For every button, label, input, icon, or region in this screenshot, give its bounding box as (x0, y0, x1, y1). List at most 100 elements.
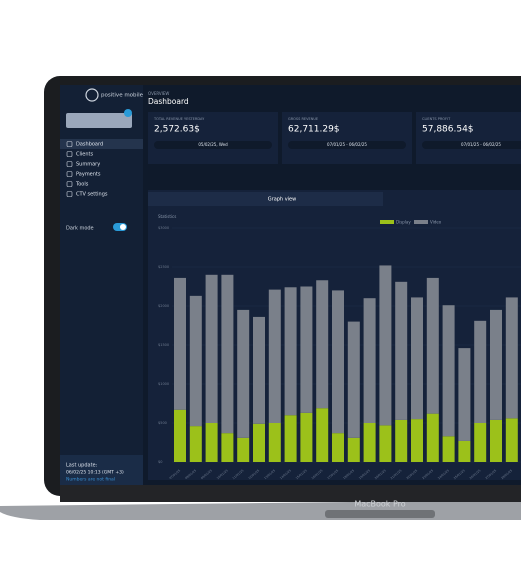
bar-segment (411, 297, 423, 420)
card-period: 05/02/25, Wed (198, 142, 228, 147)
card-label: CLIENTS PROFIT (422, 117, 451, 121)
card-period-bg (422, 141, 521, 149)
x-tick-label: 20/01/25 (374, 468, 387, 480)
nav-item[interactable]: CTV settings (76, 192, 108, 198)
bar-segment (284, 415, 297, 462)
y-tick-label: $1500 (158, 343, 169, 347)
card-period: 07/01/25 - 06/02/25 (327, 142, 367, 147)
x-tick-label: 08/01/25 (184, 468, 197, 480)
card-period-bg (288, 141, 406, 149)
y-tick-label: $2500 (158, 265, 169, 269)
bar-segment (426, 413, 439, 462)
laptop-notch (325, 510, 435, 518)
bar-segment (395, 419, 408, 462)
bar-segment (300, 412, 313, 462)
bar-segment (221, 433, 234, 462)
bar-segment (490, 419, 502, 462)
x-tick-label: 23/01/25 (421, 468, 434, 480)
card-value: 2,572.63$ (154, 125, 200, 135)
nav-item[interactable]: Clients (76, 152, 93, 158)
screen-chin (60, 485, 521, 502)
sidebar (60, 85, 143, 485)
card-period-bg (154, 141, 272, 149)
x-tick-label: 21/01/25 (390, 468, 403, 480)
x-tick-label: 27/01/25 (484, 468, 497, 480)
y-tick-label: $2000 (158, 304, 169, 308)
dark-mode-label: Dark mode (66, 226, 94, 232)
y-tick-label: $0 (158, 460, 162, 464)
nav-item[interactable]: Summary (76, 162, 100, 168)
bar-segment (174, 409, 186, 462)
nav-icon (66, 151, 73, 157)
x-tick-label: 28/01/25 (500, 468, 513, 480)
tab-label[interactable]: Graph view (268, 197, 296, 203)
bar-segment (174, 277, 186, 410)
bar-segment (442, 305, 455, 437)
nav-icon (66, 141, 73, 147)
x-tick-label: 07/01/25 (168, 468, 181, 480)
bar-segment (205, 423, 218, 462)
x-tick-label: 17/01/25 (326, 468, 339, 480)
card-value: 57,886.54$ (422, 125, 474, 135)
bar-segment (379, 425, 392, 462)
x-tick-label: 10/01/25 (216, 468, 229, 480)
bar-segment (442, 436, 455, 462)
overline: OVERVIEW (148, 91, 169, 96)
update-box (60, 455, 143, 485)
bar-segment (363, 298, 376, 423)
legend-label: Video (430, 220, 442, 225)
bar-segment (316, 408, 329, 462)
nav-item[interactable]: Tools (75, 182, 89, 188)
legend-swatch (414, 220, 428, 224)
nav-item[interactable]: Dashboard (76, 142, 103, 148)
nav-icon (66, 171, 73, 177)
tab-active[interactable] (148, 192, 383, 206)
bar-segment (474, 320, 487, 423)
last-update-time: 06/02/25 10:13 (GMT +3) (66, 470, 124, 476)
x-tick-label: 14/01/25 (279, 468, 292, 480)
bar-segment (379, 265, 392, 426)
y-tick-label: $500 (158, 421, 167, 425)
bar-segment (458, 348, 471, 441)
x-tick-label: 22/01/25 (405, 468, 418, 480)
nav-icon (66, 181, 73, 187)
x-tick-label: 18/01/25 (342, 468, 355, 480)
x-tick-label: 15/01/25 (295, 468, 308, 480)
card (148, 112, 278, 164)
chart-title: Statistics (158, 214, 176, 219)
card-period: 07/01/25 - 06/02/25 (461, 142, 501, 147)
nav-icon (66, 191, 73, 197)
bar-segment (505, 418, 518, 462)
active-item-bg (60, 139, 143, 149)
page-title: Dashboard (148, 97, 189, 106)
account-select[interactable] (66, 113, 132, 128)
legend-label: Display (396, 220, 411, 225)
x-tick-label: 25/01/25 (453, 468, 466, 480)
legend-swatch (380, 220, 394, 224)
y-tick-label: $3000 (158, 226, 169, 230)
bar-segment (458, 440, 471, 462)
card (282, 112, 412, 164)
nav-icon (66, 161, 73, 167)
bar-segment (363, 423, 376, 462)
bar-segment (189, 295, 202, 427)
x-tick-label: 24/01/25 (437, 468, 450, 480)
bar-segment (316, 280, 329, 409)
nav-item[interactable]: Payments (76, 172, 101, 178)
bar-segment (189, 426, 202, 462)
card-value: 62,711.29$ (288, 125, 340, 135)
x-tick-label: 16/01/25 (311, 468, 324, 480)
bar-segment (268, 423, 281, 462)
bar-segment (332, 433, 344, 462)
toggle-knob (120, 224, 126, 230)
x-tick-label: 26/01/25 (469, 468, 482, 480)
x-tick-label: 11/01/25 (232, 468, 245, 480)
card (416, 112, 521, 164)
last-update: Last update: (66, 463, 98, 469)
device-label: MacBook Pro (354, 500, 405, 509)
x-tick-label: 09/01/25 (200, 468, 213, 480)
bar-segment (268, 289, 281, 423)
bar-segment (347, 321, 360, 438)
bar-segment (300, 286, 313, 413)
